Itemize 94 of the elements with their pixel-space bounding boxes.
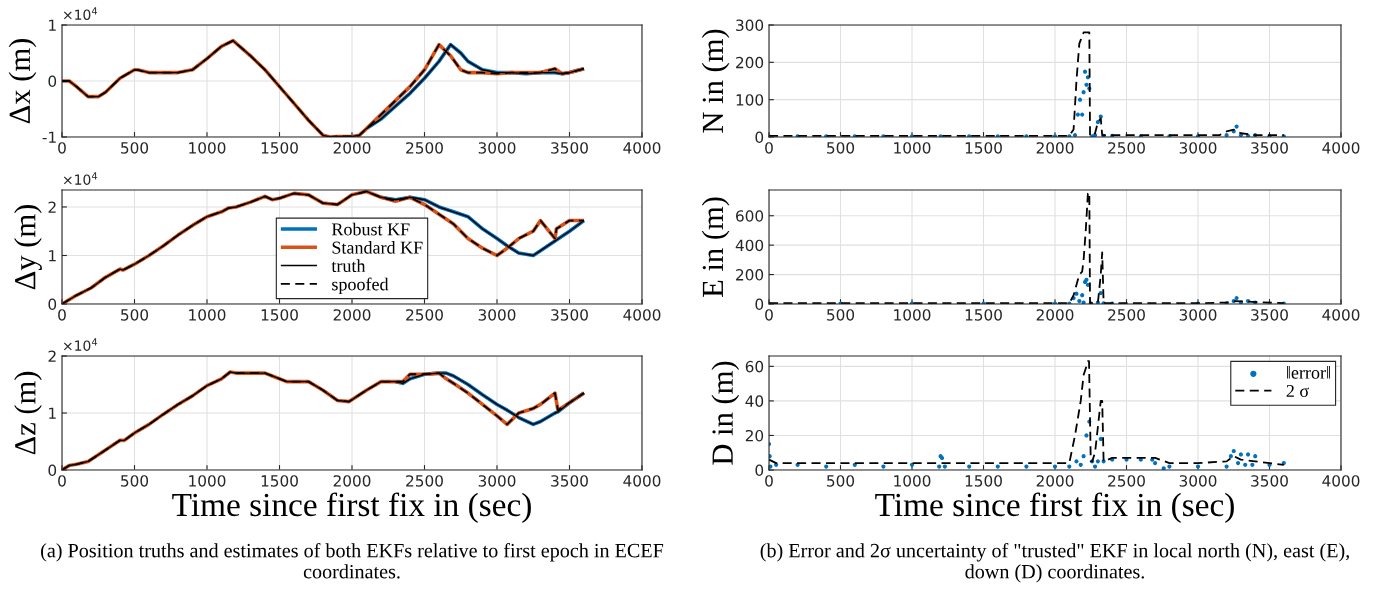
x-tick-label: 2000 xyxy=(333,142,371,154)
x-tick-label: 500 xyxy=(827,142,855,154)
y-axis-title: Δz (m) xyxy=(14,371,42,455)
x-tick-label: 2500 xyxy=(1108,475,1145,487)
x-tick-label: 0 xyxy=(58,475,66,487)
x-tick-label: 2000 xyxy=(333,309,371,321)
x-tick-label: 1000 xyxy=(189,142,226,154)
x-tick-label: 2500 xyxy=(1108,142,1145,154)
y-tick-label: 300 xyxy=(736,19,764,32)
x-tick-label: 1000 xyxy=(189,309,226,321)
y-tick-label: -1 xyxy=(42,131,56,143)
legend-label: 2 σ xyxy=(1286,384,1309,398)
x-tick-label: 2000 xyxy=(1036,142,1074,154)
x-tick-label: 500 xyxy=(827,309,855,321)
x-axis-title: Time since first fix in (sec) xyxy=(172,492,531,523)
x-tick-label: 1500 xyxy=(965,475,1002,487)
x-tick-label: 2500 xyxy=(406,309,443,321)
x-tick-label: 1000 xyxy=(894,309,931,321)
legend-label: ‖error‖ xyxy=(1287,366,1330,379)
x-tick-label: 0 xyxy=(765,475,773,487)
x-tick-label: 3000 xyxy=(478,142,516,154)
x-axis-title: Time since first fix in (sec) xyxy=(875,492,1234,523)
y-axis-title: Δx (m) xyxy=(8,39,37,124)
text: ×10$^{4}$ xyxy=(63,172,98,185)
y-axis-title: Δy (m) xyxy=(14,205,42,290)
text: ×10$^{4}$ xyxy=(63,338,98,351)
x-tick-label: 3500 xyxy=(1251,475,1288,487)
x-tick-label: 3000 xyxy=(1179,475,1217,487)
x-tick-label: 500 xyxy=(121,309,149,321)
x-tick-label: 1500 xyxy=(261,309,298,321)
x-tick-label: 2000 xyxy=(1036,309,1074,321)
x-tick-label: 0 xyxy=(765,142,773,154)
x-tick-label: 2000 xyxy=(333,475,371,487)
y-axis-title: N in (m) xyxy=(701,29,730,133)
y-tick-label: 1 xyxy=(49,19,56,31)
x-tick-label: 500 xyxy=(121,142,149,154)
y-tick-label: 400 xyxy=(735,239,764,252)
y-axis-title: E in (m) xyxy=(701,197,730,298)
x-tick-label: 3500 xyxy=(551,309,588,321)
x-tick-label: 4000 xyxy=(1322,309,1360,321)
x-tick-label: 2500 xyxy=(1108,309,1145,321)
y-tick-label: 0 xyxy=(48,464,57,477)
y-tick-label: 60 xyxy=(745,360,764,373)
x-tick-label: 3500 xyxy=(1251,309,1288,321)
x-tick-label: 1000 xyxy=(894,142,931,154)
x-tick-label: 3000 xyxy=(478,309,516,321)
x-tick-label: 500 xyxy=(121,475,149,487)
y-tick-label: 0 xyxy=(755,298,764,311)
y-tick-label: 0 xyxy=(48,75,57,88)
x-tick-label: 3500 xyxy=(1251,142,1288,154)
x-tick-label: 4000 xyxy=(623,142,661,154)
text: ×10$^{4}$ xyxy=(63,7,98,20)
y-tick-label: 100 xyxy=(736,94,764,106)
legend-label: Robust KF xyxy=(331,222,410,236)
x-tick-label: 1500 xyxy=(965,309,1002,321)
x-tick-label: 4000 xyxy=(1322,142,1360,154)
x-tick-label: 1500 xyxy=(965,142,1002,154)
legend-label: truth xyxy=(331,259,366,273)
y-tick-label: 20 xyxy=(745,429,764,442)
x-tick-label: 0 xyxy=(765,309,773,321)
x-tick-label: 0 xyxy=(58,142,66,154)
x-tick-label: 500 xyxy=(827,475,855,487)
x-tick-label: 1000 xyxy=(189,475,226,487)
y-tick-label: 0 xyxy=(755,131,764,144)
legend-label: spoofed xyxy=(332,277,389,295)
y-tick-label: 0 xyxy=(48,298,57,311)
y-tick-label: 200 xyxy=(736,269,764,281)
x-tick-label: 4000 xyxy=(623,309,661,321)
y-tick-label: 600 xyxy=(736,210,764,222)
x-tick-label: 2000 xyxy=(1036,475,1074,487)
x-tick-label: 3000 xyxy=(1179,309,1217,321)
x-tick-label: 4000 xyxy=(623,475,661,487)
y-tick-label: 1 xyxy=(49,250,56,262)
x-tick-label: 4000 xyxy=(1322,475,1360,487)
y-tick-label: 2 xyxy=(48,201,56,213)
y-tick-label: 1 xyxy=(49,407,56,419)
y-tick-label: 2 xyxy=(48,350,56,362)
x-tick-label: 1500 xyxy=(261,142,298,154)
y-tick-label: 40 xyxy=(745,395,764,407)
x-tick-label: 2500 xyxy=(406,142,443,154)
x-tick-label: 3000 xyxy=(1179,142,1217,154)
text: (a) Position truths and estimates of both EKFs relative to first epoch in ECEF coordinates. xyxy=(41,543,664,579)
y-tick-label: 200 xyxy=(736,56,764,69)
text: (b) Error and 2σ uncertainty of "trusted" EKF in local north (N), east (E), down (D) coordinates. xyxy=(760,543,1349,583)
x-tick-label: 2500 xyxy=(406,475,443,487)
x-tick-label: 0 xyxy=(58,309,66,321)
x-tick-label: 1500 xyxy=(261,475,298,487)
x-tick-label: 3500 xyxy=(551,475,588,487)
y-axis-title: D in (m) xyxy=(711,361,740,465)
x-tick-label: 3500 xyxy=(551,142,588,154)
x-tick-label: 3000 xyxy=(478,475,516,487)
x-tick-label: 1000 xyxy=(894,475,931,487)
legend-label: Standard KF xyxy=(332,241,423,254)
y-tick-label: 0 xyxy=(755,464,764,477)
